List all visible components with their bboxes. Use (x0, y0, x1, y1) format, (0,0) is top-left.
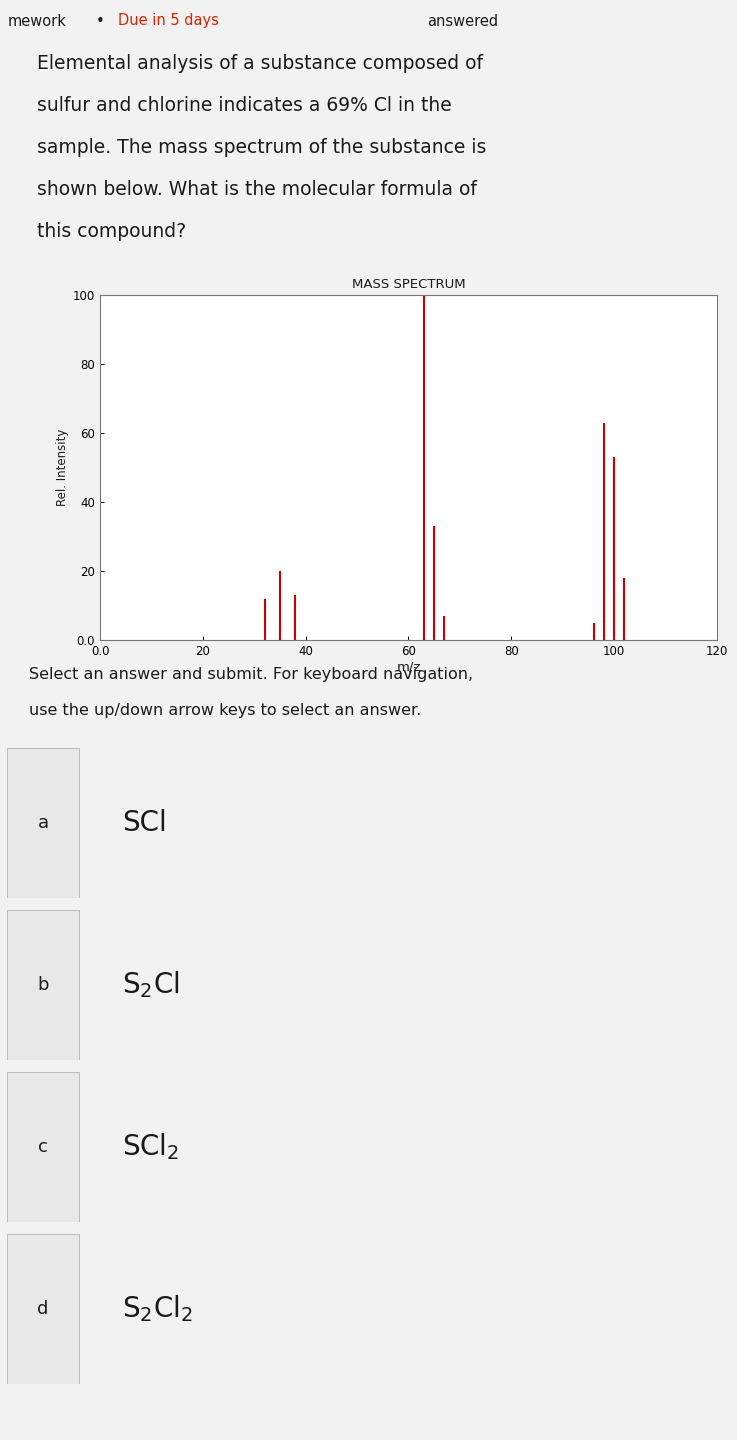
Text: shown below. What is the molecular formula of: shown below. What is the molecular formu… (37, 180, 477, 199)
X-axis label: m/z: m/z (397, 661, 421, 674)
FancyBboxPatch shape (7, 1071, 79, 1223)
FancyBboxPatch shape (7, 1234, 79, 1384)
Text: SCl$_2$: SCl$_2$ (122, 1132, 179, 1162)
Text: use the up/down arrow keys to select an answer.: use the up/down arrow keys to select an … (29, 703, 422, 719)
Text: sulfur and chlorine indicates a 69% Cl in the: sulfur and chlorine indicates a 69% Cl i… (37, 96, 452, 115)
Text: •: • (96, 13, 105, 29)
Text: Elemental analysis of a substance composed of: Elemental analysis of a substance compos… (37, 53, 483, 73)
Text: S$_2$Cl: S$_2$Cl (122, 969, 179, 1001)
Text: mework: mework (7, 13, 66, 29)
Text: SCl: SCl (122, 809, 167, 837)
Title: MASS SPECTRUM: MASS SPECTRUM (352, 278, 465, 291)
Y-axis label: Rel. Intensity: Rel. Intensity (56, 429, 69, 507)
Text: b: b (38, 976, 49, 994)
Text: a: a (38, 814, 49, 832)
Text: Select an answer and submit. For keyboard navigation,: Select an answer and submit. For keyboar… (29, 667, 474, 683)
FancyBboxPatch shape (7, 910, 79, 1060)
Text: sample. The mass spectrum of the substance is: sample. The mass spectrum of the substan… (37, 138, 486, 157)
Text: d: d (38, 1300, 49, 1318)
FancyBboxPatch shape (7, 747, 79, 899)
Text: c: c (38, 1138, 48, 1156)
Text: Due in 5 days: Due in 5 days (118, 13, 219, 29)
Text: this compound?: this compound? (37, 222, 186, 240)
Text: S$_2$Cl$_2$: S$_2$Cl$_2$ (122, 1293, 192, 1325)
Text: answered: answered (427, 13, 499, 29)
